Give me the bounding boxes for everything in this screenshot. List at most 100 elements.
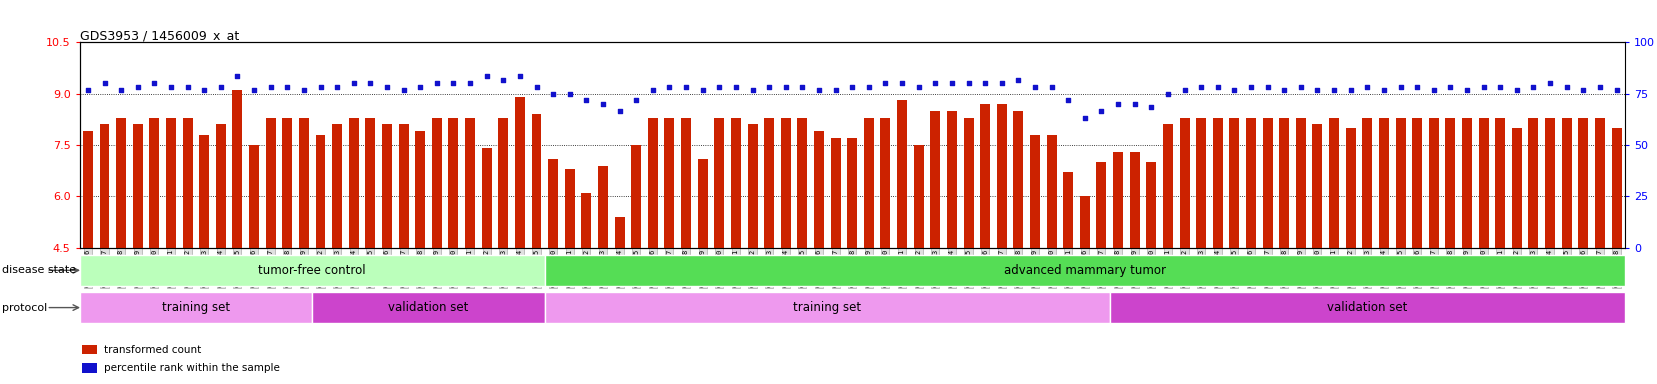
Point [772, 84, 799, 90]
Point [1054, 98, 1080, 104]
Point [356, 80, 383, 86]
Bar [979, 104, 989, 248]
Text: training set: training set [162, 301, 230, 314]
Point [1254, 84, 1281, 90]
Bar [698, 159, 708, 248]
Bar [1062, 172, 1072, 248]
Bar [1561, 118, 1571, 248]
Point [805, 87, 832, 93]
Point [822, 87, 848, 93]
Point [423, 80, 449, 86]
Text: GDS3953 / 1456009_x_at: GDS3953 / 1456009_x_at [80, 29, 239, 42]
Bar [499, 118, 509, 248]
Point [1087, 108, 1114, 114]
Point [108, 87, 134, 93]
Point [789, 84, 815, 90]
Bar [1012, 111, 1022, 248]
Bar [830, 138, 840, 248]
Bar [431, 118, 441, 248]
Bar [1428, 118, 1438, 248]
Point [373, 84, 399, 90]
Point [1403, 84, 1430, 90]
Bar [149, 118, 159, 248]
Bar [1412, 118, 1422, 248]
Point [1321, 87, 1347, 93]
Bar [1611, 128, 1621, 248]
Bar [1461, 118, 1471, 248]
Bar [545, 292, 1109, 323]
Point [838, 84, 865, 90]
Bar [265, 118, 275, 248]
Point [954, 80, 981, 86]
Point [1470, 84, 1496, 90]
Point [673, 84, 699, 90]
Bar [166, 118, 176, 248]
Bar [232, 90, 242, 248]
Point [91, 80, 118, 86]
Bar [1046, 135, 1056, 248]
Point [1437, 84, 1463, 90]
Bar [797, 118, 807, 248]
Bar [764, 118, 774, 248]
Point [1220, 87, 1246, 93]
Bar [1112, 152, 1122, 248]
Point [1553, 84, 1579, 90]
Point [722, 84, 749, 90]
Bar [1395, 118, 1405, 248]
Bar [1246, 118, 1256, 248]
Point [1120, 101, 1147, 107]
Point [689, 87, 716, 93]
Point [439, 80, 466, 86]
Bar [681, 118, 691, 248]
Bar [631, 145, 641, 248]
Point [157, 84, 184, 90]
Bar [1544, 118, 1554, 248]
Point [938, 80, 964, 86]
Point [1186, 84, 1213, 90]
Point [1519, 84, 1546, 90]
Text: validation set: validation set [1326, 301, 1407, 314]
Bar [1345, 128, 1355, 248]
Bar [996, 104, 1006, 248]
Point [606, 108, 633, 114]
Bar [83, 131, 93, 248]
Point [1203, 84, 1229, 90]
Point [340, 80, 366, 86]
Bar [615, 217, 625, 248]
Point [1370, 87, 1397, 93]
Text: advanced mammary tumor: advanced mammary tumor [1002, 264, 1165, 277]
Bar [1029, 135, 1039, 248]
Point [1137, 104, 1163, 110]
Bar [1109, 292, 1624, 323]
Bar [930, 111, 940, 248]
Bar [381, 124, 391, 248]
Bar [1312, 124, 1322, 248]
Bar [298, 118, 308, 248]
Bar [312, 292, 545, 323]
Bar [714, 118, 724, 248]
Point [273, 84, 300, 90]
Point [1153, 91, 1180, 97]
Point [971, 80, 998, 86]
Bar [598, 166, 608, 248]
Point [1021, 84, 1047, 90]
Bar [548, 159, 558, 248]
Point [240, 87, 267, 93]
Text: protocol: protocol [2, 303, 46, 313]
Bar [215, 124, 225, 248]
Bar [582, 193, 592, 248]
Point [623, 98, 650, 104]
Bar [1379, 118, 1389, 248]
Text: disease state: disease state [2, 265, 76, 275]
Point [507, 73, 534, 79]
Bar [331, 124, 341, 248]
Bar [896, 101, 906, 248]
Point [1271, 87, 1297, 93]
Bar [946, 111, 956, 248]
Bar [414, 131, 424, 248]
Point [224, 73, 250, 79]
Point [590, 101, 616, 107]
Point [207, 84, 234, 90]
Point [389, 87, 416, 93]
Point [141, 80, 167, 86]
